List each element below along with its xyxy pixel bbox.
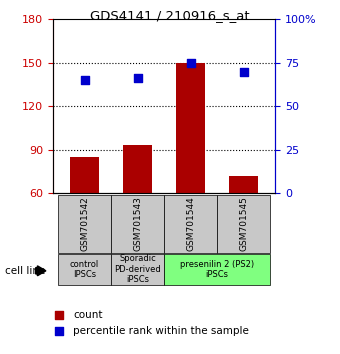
FancyArrow shape [36, 266, 46, 276]
Point [241, 69, 246, 74]
Point [188, 60, 193, 66]
Point [135, 76, 140, 81]
Text: cell line: cell line [5, 266, 46, 276]
Bar [58, 254, 111, 285]
Text: GDS4141 / 210916_s_at: GDS4141 / 210916_s_at [90, 9, 250, 22]
Text: count: count [73, 310, 103, 320]
Bar [70, 157, 99, 193]
Text: GSM701545: GSM701545 [239, 196, 248, 251]
Point [57, 312, 62, 318]
Bar [176, 63, 205, 193]
Bar [111, 254, 164, 285]
Text: GSM701543: GSM701543 [133, 196, 142, 251]
Point [82, 77, 87, 83]
Text: Sporadic
PD-derived
iPSCs: Sporadic PD-derived iPSCs [114, 255, 161, 284]
Text: GSM701544: GSM701544 [186, 196, 195, 251]
Bar [229, 176, 258, 193]
Point [57, 328, 62, 334]
Bar [164, 254, 270, 285]
Text: control
IPSCs: control IPSCs [70, 260, 99, 279]
Text: presenilin 2 (PS2)
iPSCs: presenilin 2 (PS2) iPSCs [180, 260, 254, 279]
Bar [111, 195, 164, 253]
Text: percentile rank within the sample: percentile rank within the sample [73, 326, 249, 336]
Bar [58, 195, 111, 253]
Text: GSM701542: GSM701542 [80, 196, 89, 251]
Bar [217, 195, 270, 253]
Bar [123, 145, 152, 193]
Bar [164, 195, 217, 253]
